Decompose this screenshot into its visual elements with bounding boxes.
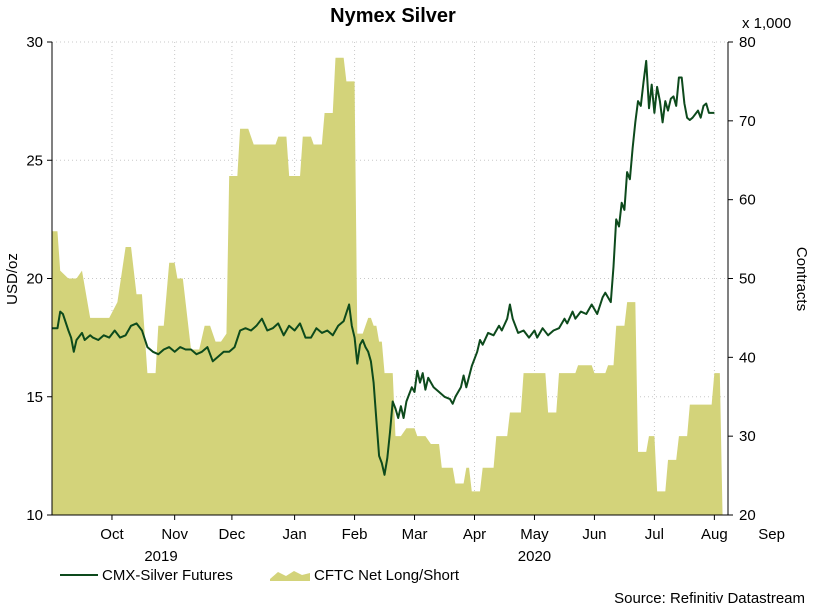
x-tick-label-jan: Jan — [283, 526, 307, 543]
x-tick-label-dec: Dec — [219, 526, 246, 543]
x-tick-label-feb: Feb — [342, 526, 368, 543]
x-tick-label-sep: Sep — [758, 526, 785, 543]
left-tick-label: 25 — [26, 152, 43, 169]
left-tick-label: 10 — [26, 507, 43, 524]
right-axis-multiplier: x 1,000 — [742, 15, 791, 32]
line-series-layer — [52, 59, 715, 476]
right-tick-label: 60 — [739, 192, 756, 209]
right-axis-label: Contracts — [793, 247, 810, 311]
axes: 10 15 20 25 30 20 30 40 50 60 70 80 Oct Nov Dec Jan Feb M… — [26, 34, 785, 565]
right-tick-label: 40 — [739, 349, 756, 366]
left-tick-label: 15 — [26, 389, 43, 406]
cftc-net-area — [52, 57, 723, 516]
chart-title: Nymex Silver — [330, 5, 456, 27]
x-tick-label-jun: Jun — [582, 526, 606, 543]
right-tick-label: 70 — [739, 113, 756, 130]
x-tick-label-aug: Aug — [701, 526, 728, 543]
legend: CMX-Silver Futures CFTC Net Long/Short — [60, 567, 460, 584]
x-tick-label-jul: Jul — [645, 526, 664, 543]
silver-futures-line — [52, 59, 715, 476]
legend-label-silver-futures: CMX-Silver Futures — [102, 567, 233, 584]
x-tick-label-nov: Nov — [161, 526, 188, 543]
left-tick-label: 20 — [26, 271, 43, 288]
x-tick-label-may: May — [520, 526, 549, 543]
x-tick-label-apr: Apr — [463, 526, 486, 543]
legend-swatch-cftc — [270, 571, 310, 581]
x-year-label: 2020 — [518, 548, 551, 565]
area-series-layer — [52, 57, 723, 516]
left-axis-label: USD/oz — [4, 253, 21, 305]
right-tick-label: 80 — [739, 34, 756, 51]
legend-label-cftc: CFTC Net Long/Short — [314, 567, 460, 584]
right-tick-label: 30 — [739, 428, 756, 445]
source-note: Source: Refinitiv Datastream — [614, 590, 805, 604]
left-tick-label: 30 — [26, 34, 43, 51]
right-tick-label: 20 — [739, 507, 756, 524]
x-tick-label-oct: Oct — [100, 526, 124, 543]
x-year-label: 2019 — [144, 548, 177, 565]
right-tick-label: 50 — [739, 271, 756, 288]
x-tick-label-mar: Mar — [402, 526, 428, 543]
